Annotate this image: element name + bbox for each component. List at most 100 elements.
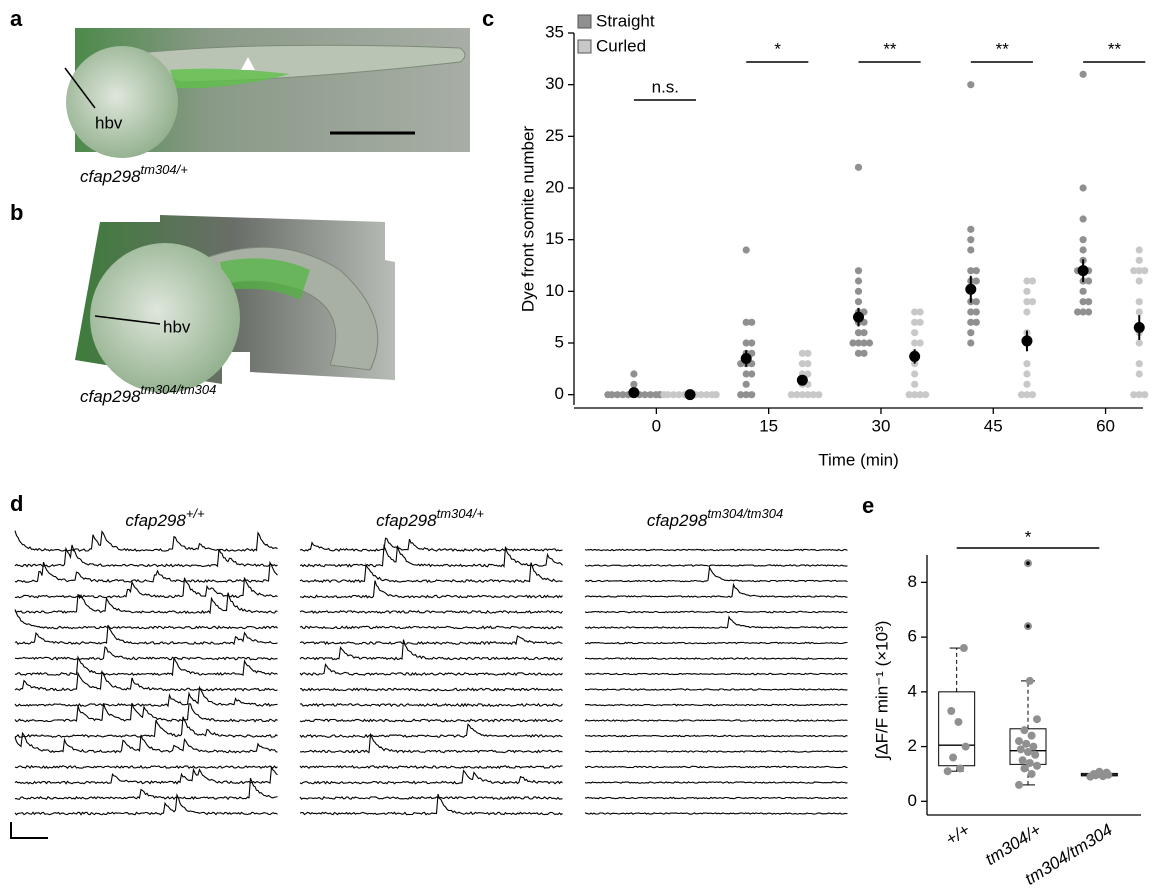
caption-sup: tm304/tm304 bbox=[141, 382, 217, 397]
trace bbox=[14, 702, 278, 723]
trace bbox=[14, 685, 278, 708]
trace bbox=[584, 688, 848, 691]
data-point bbox=[613, 391, 621, 399]
data-point bbox=[1027, 731, 1036, 740]
data-point bbox=[1028, 391, 1037, 399]
trace bbox=[14, 646, 278, 661]
data-point bbox=[1130, 267, 1138, 275]
mean-point bbox=[740, 353, 752, 364]
data-point bbox=[1135, 267, 1143, 275]
trace bbox=[584, 672, 848, 676]
data-point bbox=[954, 717, 963, 726]
y-tick-label: 35 bbox=[545, 22, 564, 41]
data-point bbox=[1135, 391, 1143, 399]
panel-label: c bbox=[482, 6, 494, 31]
trace bbox=[584, 548, 848, 552]
data-point bbox=[793, 391, 801, 399]
data-point bbox=[947, 707, 956, 715]
data-point bbox=[849, 339, 857, 347]
data-point bbox=[911, 370, 919, 378]
data-point bbox=[630, 380, 638, 388]
panel-label: d bbox=[10, 491, 23, 516]
data-point bbox=[604, 391, 612, 399]
data-point bbox=[798, 360, 806, 368]
outlier-center bbox=[1026, 561, 1030, 566]
data-point bbox=[1102, 768, 1111, 777]
data-point bbox=[1079, 236, 1087, 244]
data-point bbox=[1135, 277, 1143, 285]
annotation: hbv bbox=[95, 113, 123, 132]
y-tick-label: 25 bbox=[545, 126, 564, 145]
trace bbox=[584, 641, 848, 645]
trace bbox=[299, 769, 563, 785]
trace bbox=[584, 781, 848, 784]
data-point bbox=[911, 380, 919, 388]
panel-label: a bbox=[10, 6, 23, 31]
caption: cfap298tm304/+ bbox=[80, 162, 188, 186]
data-point bbox=[1135, 256, 1143, 264]
caption-sup: tm304/+ bbox=[141, 162, 189, 177]
data-point bbox=[1020, 764, 1029, 773]
data-point bbox=[1029, 742, 1038, 751]
data-point bbox=[1085, 308, 1093, 316]
data-point bbox=[1079, 184, 1087, 192]
significance-label: ** bbox=[883, 39, 897, 58]
data-point bbox=[967, 246, 975, 254]
trace bbox=[584, 812, 848, 815]
y-tick-label: 8 bbox=[908, 572, 917, 591]
data-point bbox=[1079, 298, 1087, 306]
trace bbox=[584, 565, 848, 583]
data-point bbox=[854, 339, 863, 347]
mean-point bbox=[1133, 322, 1145, 333]
x-tick-label: 60 bbox=[1096, 416, 1115, 435]
trace bbox=[299, 609, 563, 615]
data-point bbox=[748, 318, 756, 326]
y-tick-label: 30 bbox=[545, 74, 564, 93]
data-point bbox=[804, 349, 812, 357]
data-point bbox=[865, 339, 874, 347]
trace bbox=[299, 562, 563, 584]
data-point bbox=[748, 339, 756, 347]
data-point bbox=[809, 391, 817, 399]
data-point bbox=[1095, 767, 1104, 776]
data-point bbox=[1016, 745, 1025, 754]
trace bbox=[14, 592, 278, 615]
data-point bbox=[742, 318, 750, 326]
data-point bbox=[943, 767, 952, 776]
data-point bbox=[1130, 391, 1138, 399]
data-point bbox=[641, 391, 649, 399]
data-point bbox=[748, 370, 756, 378]
trace bbox=[584, 615, 848, 629]
caption-base: cfap298 bbox=[647, 511, 708, 530]
annotation: hbv bbox=[163, 317, 191, 336]
data-point bbox=[1023, 391, 1031, 399]
y-tick-label: 6 bbox=[908, 627, 917, 646]
trace bbox=[584, 657, 848, 660]
legend-swatch bbox=[577, 14, 592, 29]
data-point bbox=[1015, 780, 1023, 789]
data-point bbox=[967, 236, 975, 244]
trace bbox=[299, 795, 563, 800]
data-point bbox=[1033, 761, 1041, 770]
data-point bbox=[949, 753, 958, 762]
caption-base: cfap298 bbox=[80, 167, 141, 186]
y-tick-label: 4 bbox=[908, 681, 917, 700]
data-point bbox=[702, 391, 711, 399]
data-point bbox=[1079, 70, 1087, 78]
data-point bbox=[854, 349, 863, 357]
data-point bbox=[742, 391, 750, 399]
data-point bbox=[1023, 298, 1031, 306]
data-point bbox=[916, 339, 924, 347]
legend-label: Curled bbox=[596, 36, 646, 55]
trace bbox=[14, 765, 278, 785]
data-point bbox=[1079, 246, 1087, 254]
trace bbox=[299, 732, 563, 754]
trace bbox=[584, 750, 848, 753]
trace bbox=[14, 716, 278, 738]
y-axis-label: ∫ΔF/F min⁻¹ (×10³) bbox=[872, 621, 891, 761]
data-point bbox=[748, 391, 756, 399]
data-point bbox=[911, 329, 919, 337]
trace bbox=[14, 731, 278, 754]
data-point bbox=[742, 380, 750, 388]
trace bbox=[299, 544, 563, 568]
